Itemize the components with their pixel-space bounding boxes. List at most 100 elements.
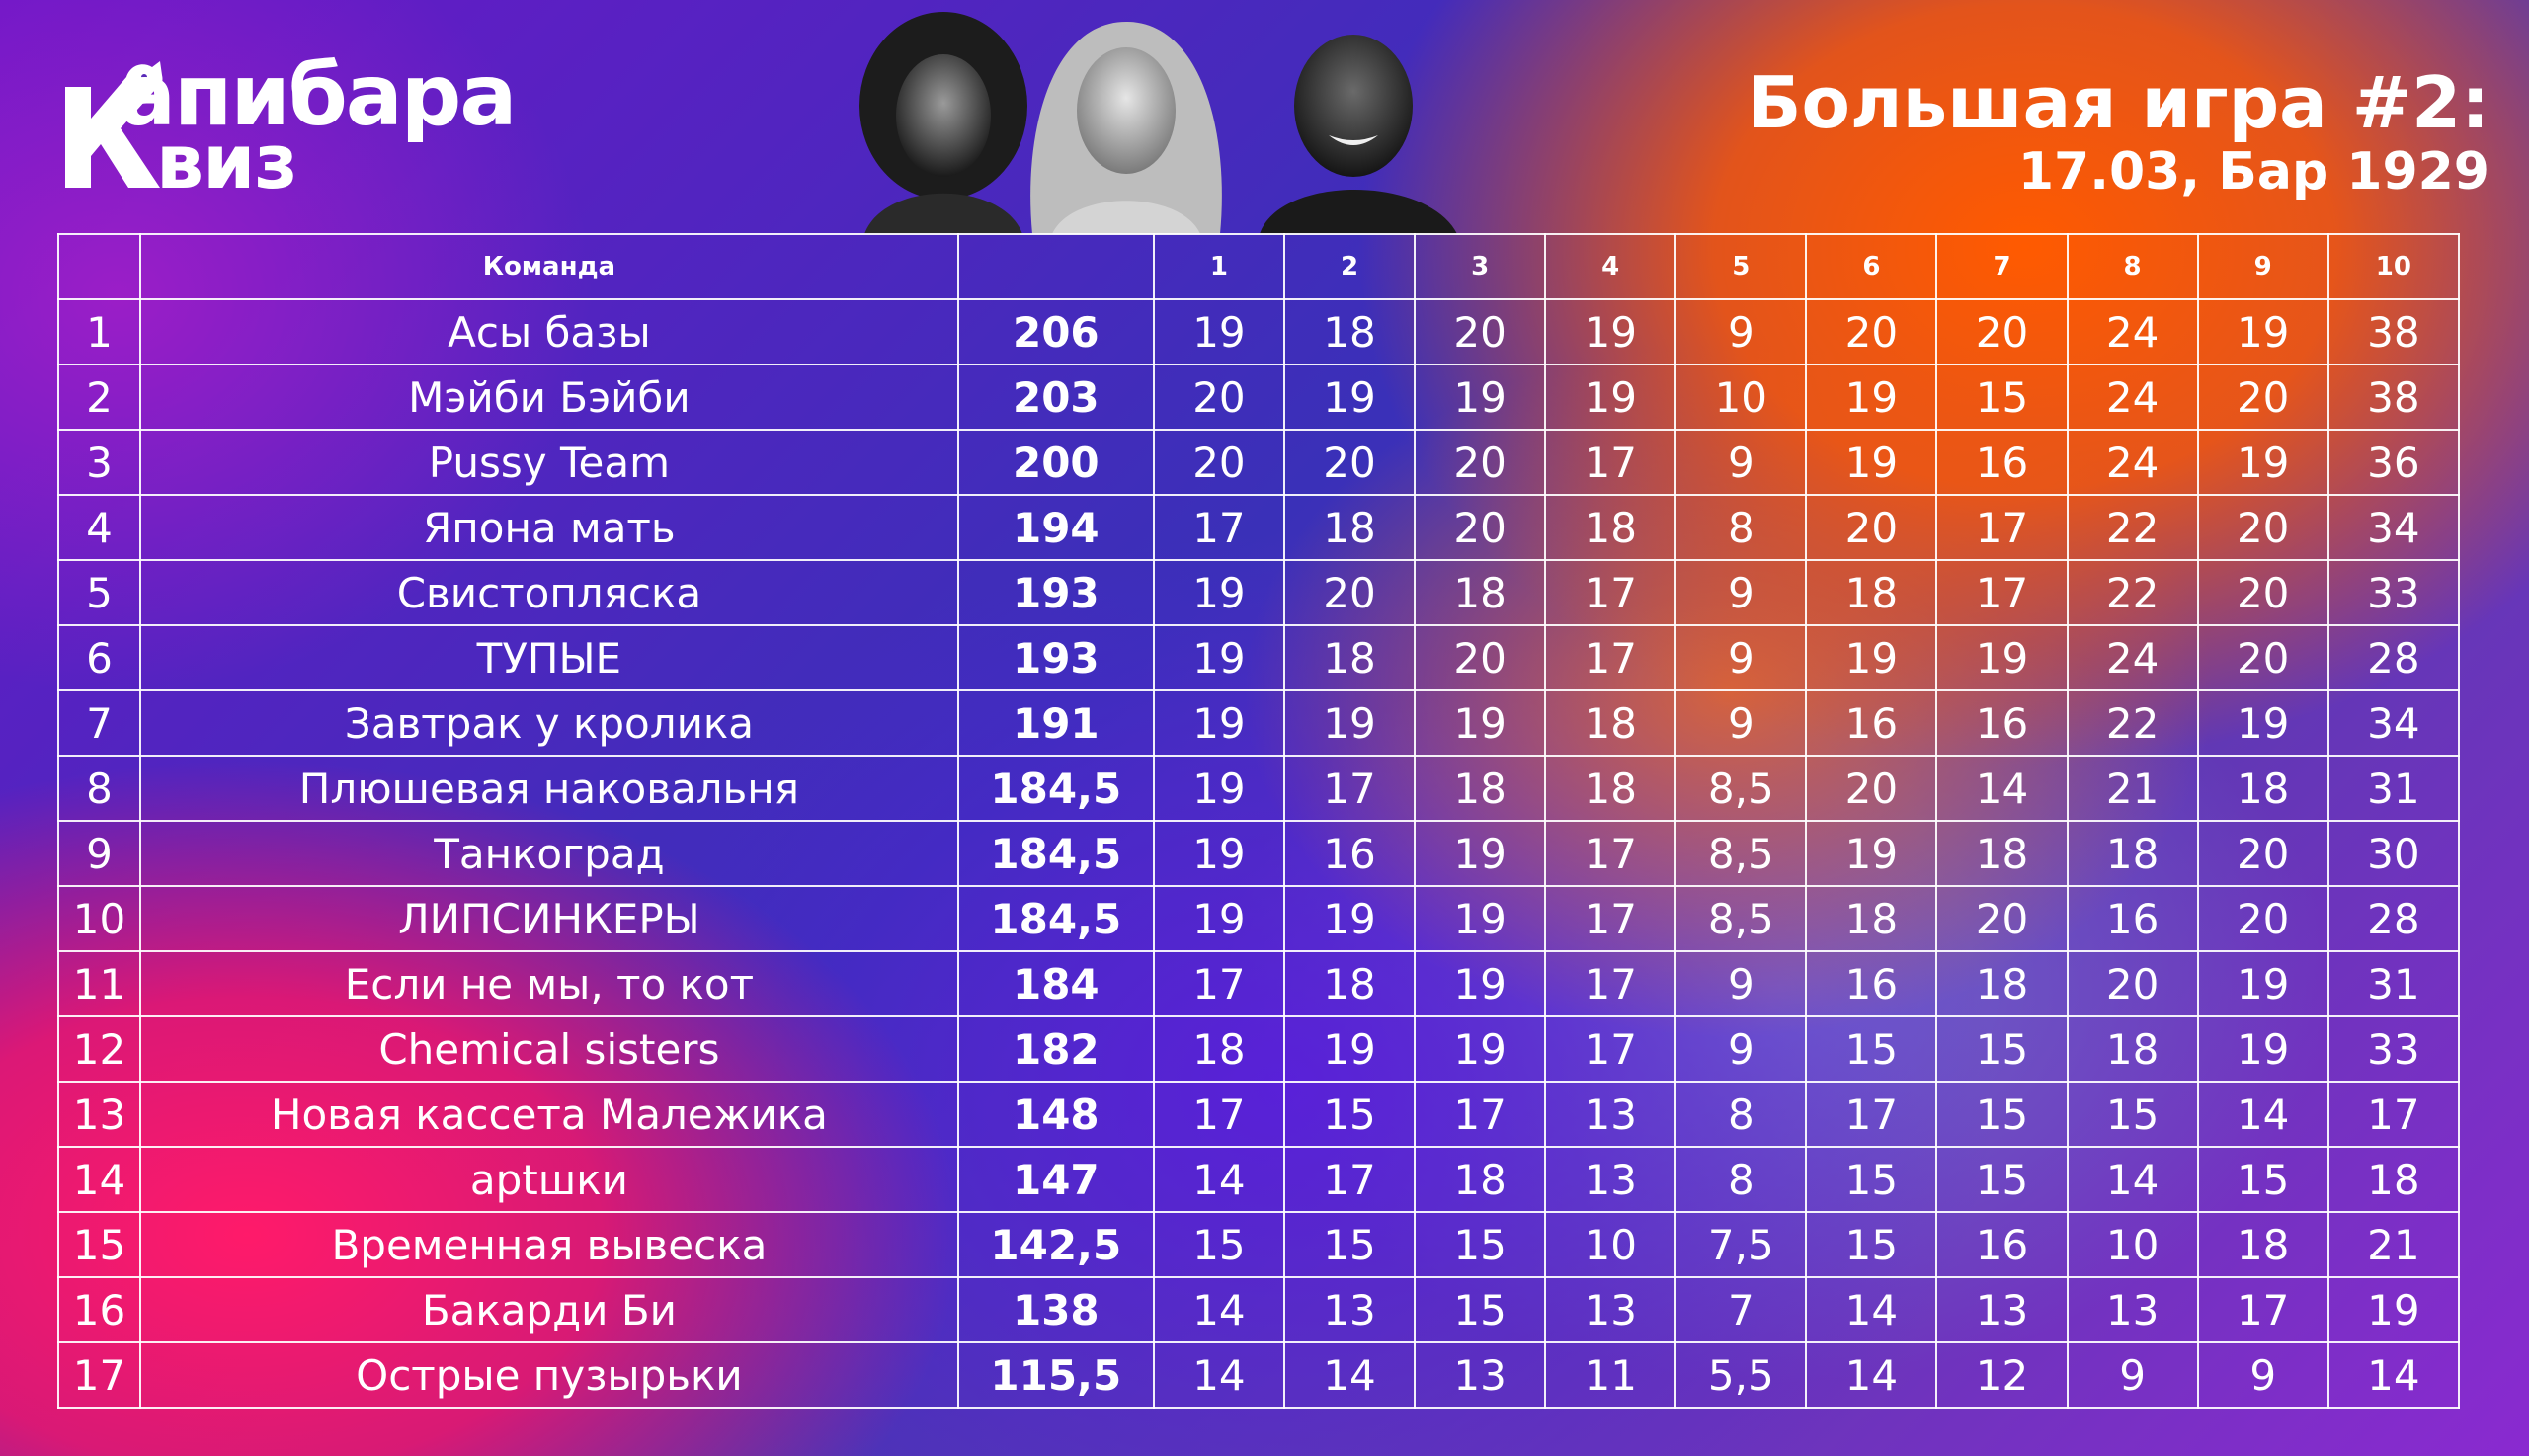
- round-score-cell: 19: [1282, 1015, 1417, 1083]
- round-score-cell: 15: [1935, 1015, 2069, 1083]
- round-score-cell: 17: [1544, 624, 1677, 691]
- round-score-cell: 19: [2196, 298, 2329, 365]
- table-row: 9 Танкоград 184,5 19 16 19 17 8,5 19 18 18 20 30: [56, 820, 2461, 887]
- team-name-cell: Плюшевая наковальня: [139, 755, 959, 822]
- round-score-cell: 16: [1282, 820, 1417, 887]
- round-score-cell: 17: [1935, 559, 2069, 626]
- round-score-cell: 14: [2066, 1146, 2199, 1213]
- results-table: Команда 1 2 3 4 5 6 7 8 9 10 1 Асы базы 20…: [56, 233, 2461, 1409]
- total-score-cell: 203: [956, 364, 1155, 431]
- round-header: 10: [2326, 233, 2461, 300]
- round-score-cell: 17: [1152, 494, 1285, 561]
- round-score-cell: 19: [1152, 755, 1285, 822]
- logo-text-line2: виз: [156, 118, 298, 205]
- round-score-cell: 19: [1414, 950, 1547, 1017]
- round-score-cell: 22: [2066, 559, 2199, 626]
- table-row: 8 Плюшевая наковальня 184,5 19 17 18 18 8,5 20 14…: [56, 755, 2461, 822]
- rank-cell: 12: [56, 1015, 142, 1083]
- round-score-cell: 19: [1414, 820, 1547, 887]
- table-row: 3 Pussy Team 200 20 20 20 17 9 19 16 24 19 36: [56, 429, 2461, 496]
- table-header-row: Команда 1 2 3 4 5 6 7 8 9 10: [56, 233, 2461, 300]
- round-score-cell: 13: [1544, 1081, 1677, 1148]
- total-score-cell: 115,5: [956, 1341, 1155, 1409]
- round-score-cell: 17: [1805, 1081, 1938, 1148]
- team-name-cell: Острые пузырьки: [139, 1341, 959, 1409]
- table-row: 5 Свистопляска 193 19 20 18 17 9 18 17 22 20 33: [56, 559, 2461, 626]
- round-score-cell: 20: [2196, 624, 2329, 691]
- round-score-cell: 20: [1282, 429, 1417, 496]
- round-score-cell: 16: [1935, 1211, 2069, 1278]
- round-score-cell: 17: [1544, 950, 1677, 1017]
- round-score-cell: 15: [1282, 1081, 1417, 1148]
- round-score-cell: 17: [1544, 885, 1677, 952]
- round-score-cell: 10: [2066, 1211, 2199, 1278]
- kapibara-quiz-logo: апибара виз: [57, 46, 670, 205]
- round-score-cell: 9: [1674, 689, 1808, 757]
- round-score-cell: 24: [2066, 364, 2199, 431]
- rank-cell: 4: [56, 494, 142, 561]
- round-score-cell: 17: [1935, 494, 2069, 561]
- round-score-cell: 13: [2066, 1276, 2199, 1343]
- round-score-cell: 18: [1282, 950, 1417, 1017]
- round-score-cell: 20: [1935, 298, 2069, 365]
- game-date-venue: 17.03, Бар 1929: [2017, 142, 2489, 202]
- round-score-cell: 20: [2196, 885, 2329, 952]
- round-score-cell: 19: [1152, 298, 1285, 365]
- rank-cell: 13: [56, 1081, 142, 1148]
- round-score-cell: 15: [2066, 1081, 2199, 1148]
- rank-cell: 10: [56, 885, 142, 952]
- round-header: 6: [1805, 233, 1938, 300]
- rank-cell: 15: [56, 1211, 142, 1278]
- total-score-cell: 184: [956, 950, 1155, 1017]
- total-score-cell: 194: [956, 494, 1155, 561]
- round-score-cell: 14: [1805, 1341, 1938, 1409]
- round-score-cell: 17: [2196, 1276, 2329, 1343]
- round-score-cell: 9: [1674, 559, 1808, 626]
- round-score-cell: 17: [1544, 820, 1677, 887]
- rank-header: [56, 233, 142, 300]
- round-score-cell: 8,5: [1674, 885, 1808, 952]
- round-score-cell: 18: [1414, 755, 1547, 822]
- round-score-cell: 18: [1805, 559, 1938, 626]
- round-score-cell: 13: [1544, 1276, 1677, 1343]
- game-title: Большая игра #2:: [1747, 61, 2489, 144]
- round-score-cell: 20: [1414, 494, 1547, 561]
- round-score-cell: 19: [1544, 298, 1677, 365]
- round-score-cell: 28: [2326, 885, 2461, 952]
- round-score-cell: 19: [1805, 364, 1938, 431]
- rank-cell: 8: [56, 755, 142, 822]
- team-name-cell: Chemical sisters: [139, 1015, 959, 1083]
- rank-cell: 1: [56, 298, 142, 365]
- round-score-cell: 9: [1674, 1015, 1808, 1083]
- round-score-cell: 18: [1282, 624, 1417, 691]
- round-score-cell: 20: [1152, 429, 1285, 496]
- round-score-cell: 19: [2196, 689, 2329, 757]
- team-name-cell: Новая кассета Малежика: [139, 1081, 959, 1148]
- round-score-cell: 15: [1414, 1276, 1547, 1343]
- rank-cell: 2: [56, 364, 142, 431]
- round-score-cell: 20: [1935, 885, 2069, 952]
- round-score-cell: 16: [1935, 689, 2069, 757]
- round-score-cell: 20: [1414, 429, 1547, 496]
- round-score-cell: 33: [2326, 559, 2461, 626]
- total-score-cell: 184,5: [956, 820, 1155, 887]
- round-score-cell: 19: [1152, 624, 1285, 691]
- total-score-cell: 184,5: [956, 885, 1155, 952]
- round-score-cell: 18: [2196, 1211, 2329, 1278]
- rank-cell: 9: [56, 820, 142, 887]
- total-score-cell: 200: [956, 429, 1155, 496]
- round-score-cell: 34: [2326, 689, 2461, 757]
- table-row: 13 Новая кассета Малежика 148 17 15 17 13 8 17 15…: [56, 1081, 2461, 1148]
- rank-cell: 7: [56, 689, 142, 757]
- round-score-cell: 28: [2326, 624, 2461, 691]
- team-name-cell: арtшки: [139, 1146, 959, 1213]
- round-score-cell: 9: [2196, 1341, 2329, 1409]
- round-score-cell: 24: [2066, 429, 2199, 496]
- round-score-cell: 15: [1935, 1146, 2069, 1213]
- total-score-cell: 182: [956, 1015, 1155, 1083]
- round-score-cell: 19: [1282, 689, 1417, 757]
- round-score-cell: 20: [1805, 494, 1938, 561]
- round-score-cell: 30: [2326, 820, 2461, 887]
- team-name-cell: Бакарди Би: [139, 1276, 959, 1343]
- logo-text-line1: апибара: [119, 46, 517, 145]
